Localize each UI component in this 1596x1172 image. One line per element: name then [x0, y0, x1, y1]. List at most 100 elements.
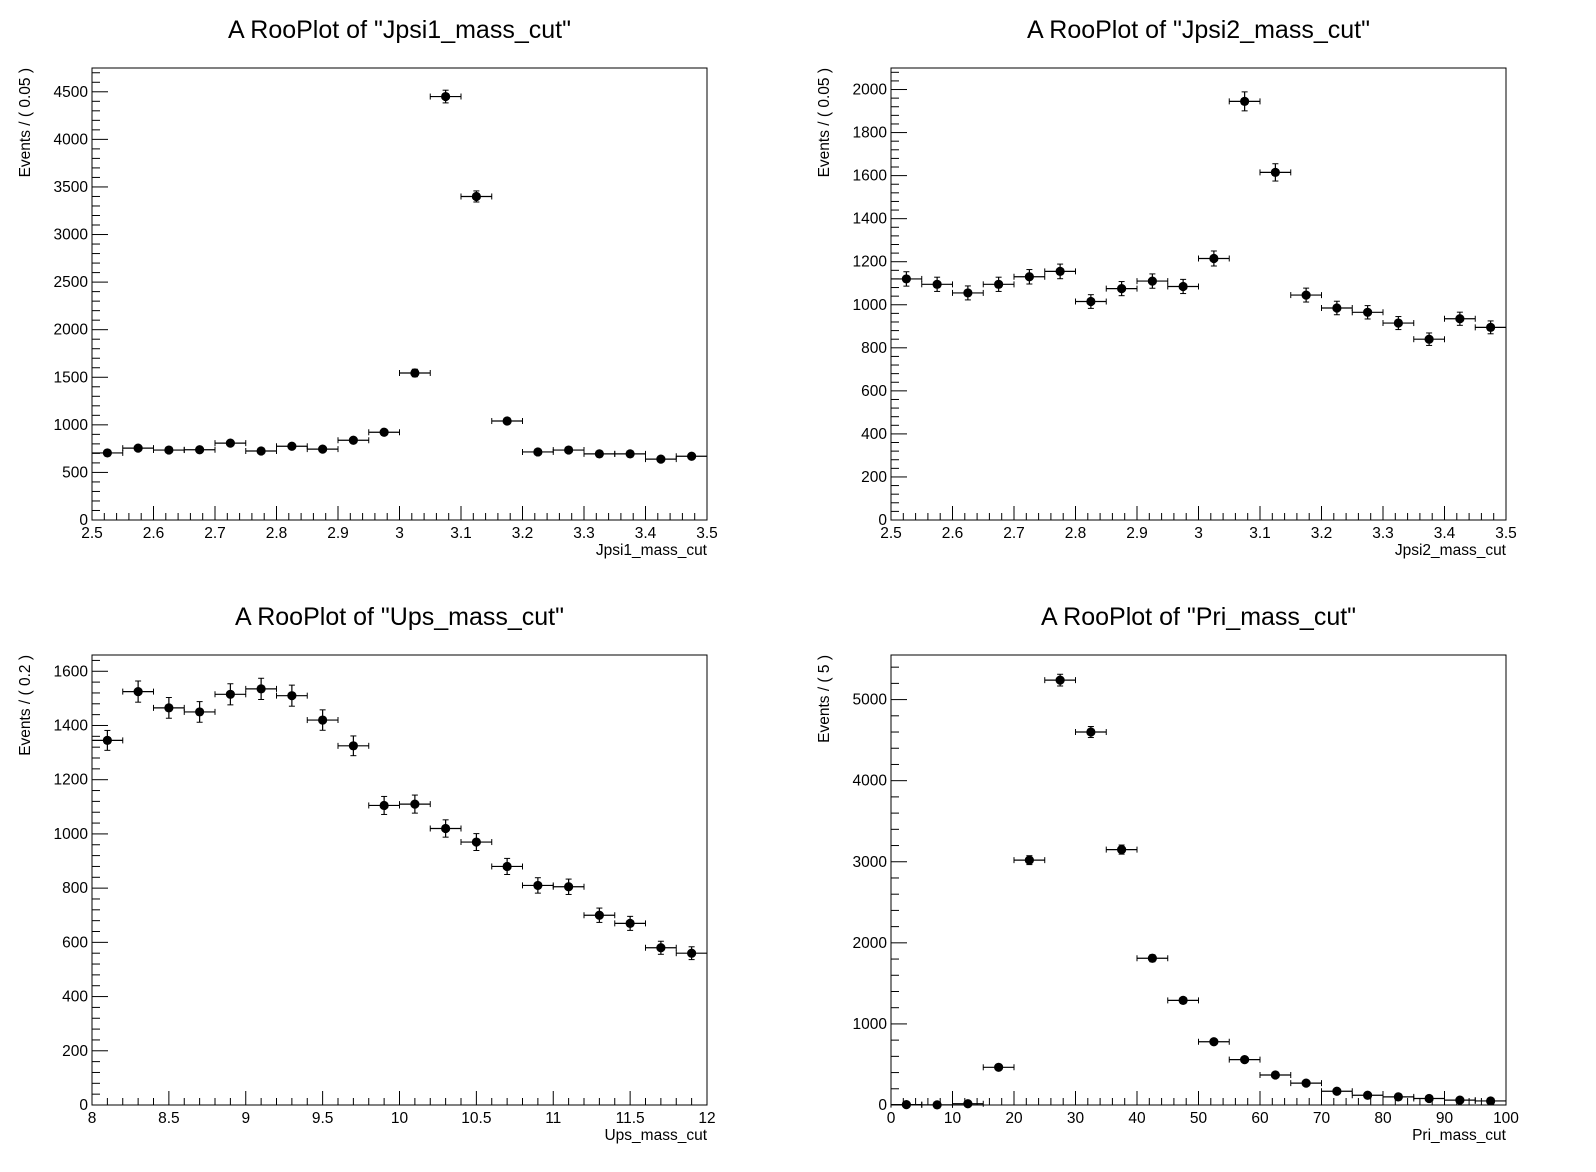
y-tick-label: 1800 — [853, 125, 888, 142]
data-marker — [994, 1062, 1004, 1072]
data-point — [399, 794, 431, 814]
data-marker — [1393, 1092, 1403, 1102]
data-marker — [471, 191, 481, 202]
data-point — [368, 795, 400, 815]
data-point — [399, 368, 431, 378]
data-marker — [1024, 855, 1034, 865]
data-point — [1259, 1070, 1292, 1080]
data-point — [1474, 320, 1507, 335]
x-tick-label: 3.1 — [450, 525, 472, 542]
data-marker — [656, 943, 666, 953]
data-marker — [1332, 303, 1342, 313]
data-marker — [1240, 1054, 1250, 1065]
data-marker — [441, 823, 451, 834]
chart-title: A RooPlot of "Jpsi2_mass_cut" — [1027, 16, 1370, 44]
data-point — [245, 446, 277, 456]
y-tick-label: 4000 — [54, 131, 89, 148]
data-point — [1474, 1096, 1507, 1106]
data-marker — [687, 451, 697, 461]
data-marker — [164, 703, 174, 713]
data-point — [91, 448, 124, 458]
data-marker — [102, 735, 112, 745]
data-marker — [1301, 1078, 1311, 1088]
data-point — [122, 680, 154, 703]
x-tick-label: 9 — [241, 1110, 250, 1127]
x-tick-label: 2.8 — [266, 525, 288, 542]
y-tick-label: 2000 — [54, 322, 89, 339]
data-marker — [502, 861, 512, 872]
data-point — [552, 445, 585, 455]
y-tick-label: 1600 — [54, 663, 89, 680]
data-point — [153, 445, 185, 455]
data-marker — [502, 416, 512, 426]
data-point — [583, 449, 616, 459]
data-marker — [625, 449, 635, 459]
x-tick-label: 3.1 — [1249, 525, 1271, 542]
y-tick-label: 2500 — [54, 274, 89, 291]
x-tick-label: 20 — [1005, 1110, 1023, 1127]
data-marker — [133, 443, 143, 453]
data-point — [337, 435, 370, 445]
y-tick-label: 3000 — [853, 854, 888, 871]
data-point — [1382, 316, 1415, 331]
data-marker — [195, 707, 205, 717]
data-marker — [318, 444, 328, 454]
y-tick-label: 1000 — [853, 1016, 888, 1033]
x-tick-label: 11.5 — [616, 1110, 645, 1127]
y-tick-label: 1000 — [54, 417, 89, 434]
y-tick-label: 0 — [878, 512, 887, 529]
data-point — [214, 683, 247, 706]
y-axis-label: Events / ( 0.05 ) — [816, 68, 833, 177]
data-point — [1228, 91, 1261, 112]
x-tick-label: 10 — [944, 1110, 962, 1127]
data-marker — [410, 368, 420, 378]
data-point — [491, 416, 523, 426]
data-marker — [1178, 281, 1188, 292]
y-axis-label: Events / ( 5 ) — [816, 655, 833, 743]
chart-title: A RooPlot of "Ups_mass_cut" — [235, 603, 564, 631]
data-point — [306, 709, 339, 731]
data-marker — [1209, 253, 1219, 264]
data-marker — [1424, 1093, 1434, 1104]
data-point — [153, 696, 185, 719]
x-tick-label: 100 — [1493, 1110, 1519, 1127]
x-tick-label: 2.5 — [81, 525, 103, 542]
x-tick-label: 10.5 — [461, 1110, 491, 1127]
data-point — [460, 833, 493, 851]
x-axis-label: Jpsi1_mass_cut — [596, 542, 708, 559]
data-point — [583, 907, 616, 923]
x-tick-label: 2.9 — [1126, 525, 1148, 542]
data-marker — [1332, 1086, 1342, 1096]
data-point — [1044, 263, 1076, 280]
data-marker — [1147, 276, 1157, 286]
x-axis-label: Pri_mass_cut — [1412, 1127, 1507, 1144]
y-tick-label: 1600 — [853, 168, 888, 185]
data-point — [183, 445, 216, 455]
x-tick-label: 3.2 — [1311, 525, 1333, 542]
data-point — [1013, 269, 1046, 285]
x-tick-label: 90 — [1436, 1110, 1454, 1127]
y-tick-label: 0 — [79, 512, 88, 529]
data-point — [921, 276, 953, 292]
data-marker — [994, 279, 1004, 289]
x-tick-label: 0 — [887, 1110, 896, 1127]
data-point — [491, 857, 523, 875]
data-point — [429, 819, 462, 838]
data-marker — [1178, 995, 1188, 1006]
data-point — [1290, 1078, 1322, 1088]
x-tick-label: 10 — [391, 1110, 409, 1127]
chart-title: A RooPlot of "Jpsi1_mass_cut" — [228, 16, 571, 44]
data-marker — [932, 279, 942, 289]
x-tick-label: 2.8 — [1065, 525, 1087, 542]
data-marker — [963, 1099, 973, 1109]
data-point — [982, 276, 1015, 292]
y-tick-label: 800 — [861, 340, 887, 357]
x-tick-label: 2.6 — [143, 525, 165, 542]
data-marker — [1363, 307, 1373, 317]
y-axis-label: Events / ( 0.05 ) — [17, 68, 34, 177]
pad-jpsi1: A RooPlot of "Jpsi1_mass_cut" 2.5 2.6 2.7 2.… — [17, 16, 718, 559]
data-point — [1075, 294, 1107, 309]
data-point — [645, 940, 677, 955]
data-point — [1105, 844, 1138, 855]
